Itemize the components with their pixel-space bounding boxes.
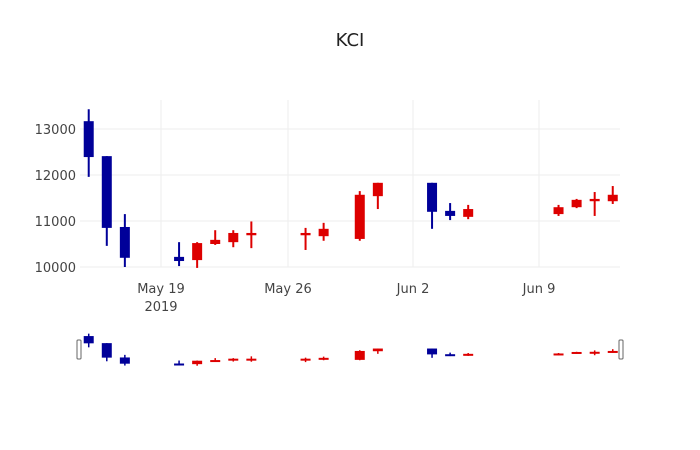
x-tick-label: 2019 (144, 300, 177, 315)
rangeslider[interactable] (83, 333, 618, 366)
candle (445, 210, 456, 216)
candle (318, 228, 329, 237)
candle (228, 232, 239, 243)
candle (83, 121, 94, 158)
candle (119, 226, 130, 258)
x-tick-label: May 19 (137, 282, 185, 297)
candles (83, 109, 618, 268)
x-tick-label: Jun 2 (396, 282, 430, 297)
y-tick-label: 12000 (35, 169, 76, 184)
x-tick-label: May 26 (264, 282, 312, 297)
y-tick-label: 11000 (35, 215, 76, 230)
candle (101, 156, 112, 228)
chart-title: KCI (335, 30, 365, 51)
grid (80, 100, 620, 268)
candle (427, 182, 438, 212)
candle (607, 194, 618, 202)
candle (463, 209, 474, 217)
candle (589, 198, 600, 202)
candle (354, 194, 365, 239)
candle (246, 232, 257, 236)
candle (210, 239, 221, 244)
candle (553, 207, 564, 215)
range-handle-right[interactable] (618, 339, 624, 360)
y-tick-label: 13000 (35, 123, 76, 138)
range-handle-left[interactable] (76, 339, 82, 360)
candle (300, 232, 311, 236)
x-tick-label: Jun 9 (522, 282, 556, 297)
candle (571, 199, 582, 208)
candle (174, 256, 185, 262)
candle (372, 182, 383, 197)
y-tick-label: 10000 (35, 261, 76, 276)
candle (192, 243, 203, 261)
